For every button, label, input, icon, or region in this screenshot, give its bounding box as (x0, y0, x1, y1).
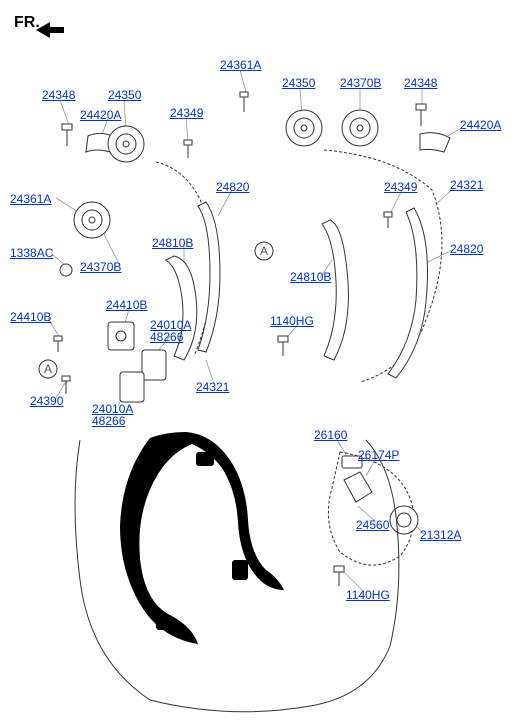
part-label-24810B[interactable]: 24810B (152, 236, 193, 250)
part-label-24410B[interactable]: 24410B (106, 298, 147, 312)
part-label-24350[interactable]: 24350 (108, 88, 141, 102)
part-label-24560[interactable]: 24560 (356, 518, 389, 532)
sprocket-icon (286, 110, 322, 146)
part-label-48266[interactable]: 48266 (92, 414, 125, 428)
part-label-24370B[interactable]: 24370B (80, 260, 121, 274)
part-label-24420A[interactable]: 24420A (80, 108, 121, 122)
part-label-24349[interactable]: 24349 (384, 180, 417, 194)
part-label-24370B[interactable]: 24370B (340, 76, 381, 90)
part-label-24420A[interactable]: 24420A (460, 118, 501, 132)
part-label-24361A[interactable]: 24361A (220, 58, 261, 72)
oil-pump-assembly (328, 452, 418, 565)
part-label-26174P[interactable]: 26174P (358, 448, 399, 462)
part-label-24321[interactable]: 24321 (196, 380, 229, 394)
part-label-1140HG[interactable]: 1140HG (346, 588, 390, 602)
guide-rail-icon (198, 202, 220, 352)
bolt-icon (62, 376, 70, 394)
tensioner-arm-icon (166, 256, 197, 360)
sprocket-icon (108, 126, 144, 162)
bolt-icon (384, 212, 392, 228)
part-label-48266[interactable]: 48266 (150, 330, 183, 344)
part-label-24321[interactable]: 24321 (450, 178, 483, 192)
bolt-icon (62, 124, 72, 146)
part-label-21312A[interactable]: 21312A (420, 528, 461, 542)
upper-right-assembly (240, 92, 450, 152)
part-label-24810B[interactable]: 24810B (290, 270, 331, 284)
part-label-24350[interactable]: 24350 (282, 76, 315, 90)
bolt-icon (54, 336, 62, 352)
sprocket-icon (74, 202, 110, 238)
part-label-24348[interactable]: 24348 (42, 88, 75, 102)
part-label-1338AC[interactable]: 1338AC (10, 246, 53, 260)
tensioner-arm-icon (322, 220, 348, 360)
washer-icon (60, 264, 72, 276)
tensioner-icon (344, 472, 372, 502)
bolt-icon (416, 104, 426, 126)
sprocket-icon (342, 110, 378, 146)
gasket-icon (142, 350, 166, 380)
part-label-24348[interactable]: 24348 (404, 76, 437, 90)
bolt-icon (278, 336, 288, 356)
ref-marker-label: A (260, 244, 268, 258)
gasket-icon (120, 372, 144, 402)
part-label-24390[interactable]: 24390 (30, 394, 63, 408)
part-label-24820[interactable]: 24820 (450, 242, 483, 256)
ref-marker-label: A (44, 362, 52, 376)
bolt-icon (240, 92, 248, 112)
upper-left-assembly (60, 124, 192, 276)
part-label-24349[interactable]: 24349 (170, 106, 203, 120)
part-label-1140HG[interactable]: 1140HG (270, 314, 314, 328)
sprocket-icon (390, 506, 418, 534)
part-label-24410B[interactable]: 24410B (10, 310, 51, 324)
part-label-26160[interactable]: 26160 (314, 428, 347, 442)
bolt-icon (334, 566, 344, 586)
part-label-24361A[interactable]: 24361A (10, 192, 51, 206)
tensioner-icon (108, 322, 134, 350)
guide-icon (420, 133, 450, 152)
engine-front-outline (75, 432, 399, 712)
part-label-24820[interactable]: 24820 (216, 180, 249, 194)
guide-rail-icon (388, 208, 428, 378)
right-chain-assembly (322, 150, 442, 382)
bolt-icon (184, 140, 192, 158)
